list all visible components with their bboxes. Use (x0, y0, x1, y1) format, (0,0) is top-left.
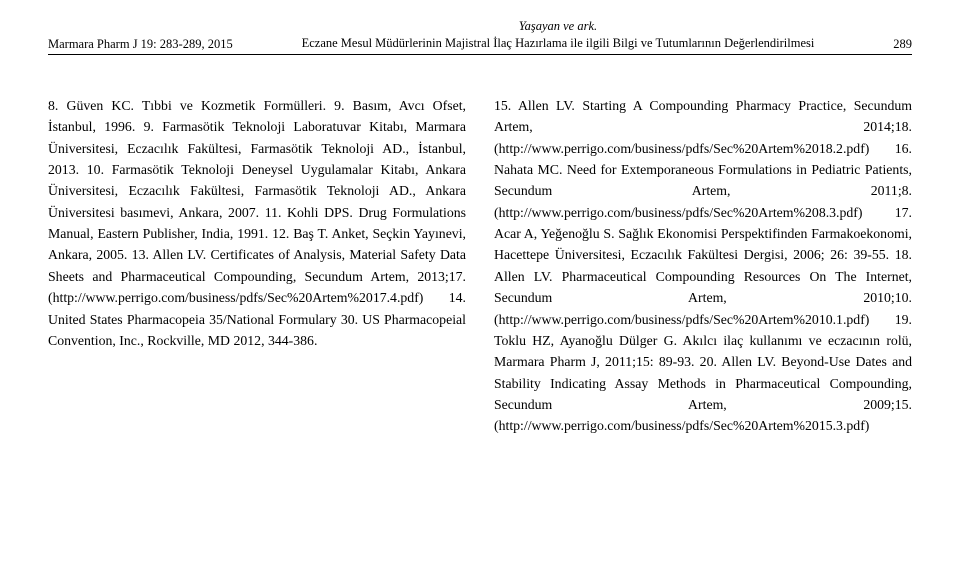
reference-columns: 8. Güven KC. Tıbbi ve Kozmetik Formüller… (48, 95, 912, 437)
references-right-column: 15. Allen LV. Starting A Compounding Pha… (494, 95, 912, 437)
authors-line: Yaşayan ve ark. (241, 18, 876, 35)
header-center: Yaşayan ve ark. Eczane Mesul Müdürlerini… (233, 18, 884, 52)
journal-reference: Marmara Pharm J 19: 283-289, 2015 (48, 37, 233, 52)
page-number: 289 (883, 37, 912, 52)
article-title-line: Eczane Mesul Müdürlerinin Majistral İlaç… (241, 35, 876, 52)
references-left-column: 8. Güven KC. Tıbbi ve Kozmetik Formüller… (48, 95, 466, 437)
page-header: Marmara Pharm J 19: 283-289, 2015 Yaşaya… (48, 18, 912, 55)
